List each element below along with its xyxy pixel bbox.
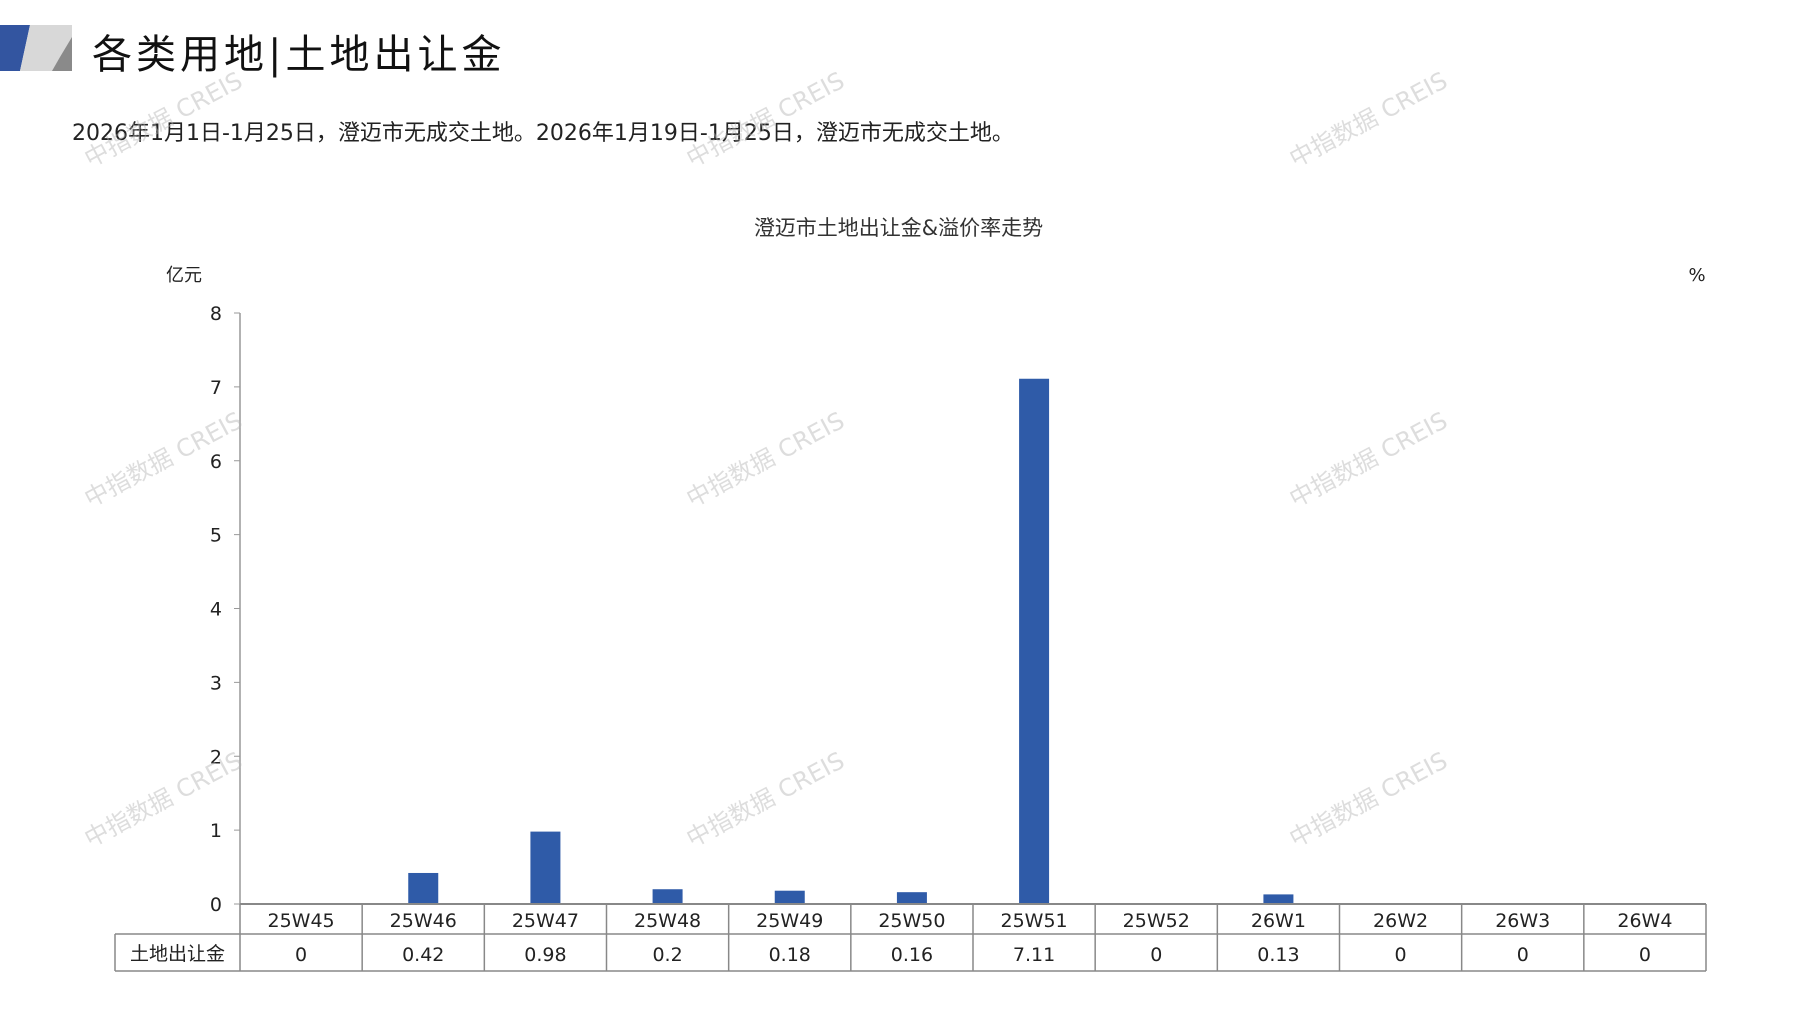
series-label: 土地出让金 [130,943,225,965]
bar [774,890,805,904]
y-tick-label: 6 [210,451,222,473]
y-tick-label: 1 [210,820,222,842]
data-label: 7.11 [1013,944,1055,966]
logo-decoration [0,25,72,71]
data-label: 0.2 [652,944,682,966]
bar [652,889,683,904]
data-label: 0 [1639,944,1651,966]
data-label: 0.18 [769,944,811,966]
x-tick-label: 25W50 [878,910,945,932]
y-tick-label: 2 [210,746,222,768]
y-tick-label: 5 [210,525,222,547]
y-axis-label: 亿元 [166,265,202,286]
chart-title: 澄迈市土地出让金&溢价率走势 [753,216,1044,240]
x-tick-label: 25W49 [756,910,823,932]
y2-axis-label: % [1688,265,1705,286]
page-title: 各类用地|土地出让金 [92,32,506,78]
bar [1019,378,1050,904]
data-label: 0 [1150,944,1162,966]
bar [896,892,927,904]
x-tick-label: 26W2 [1373,910,1428,932]
y-tick-label: 3 [210,672,222,694]
bar [408,872,439,904]
data-label: 0.13 [1257,944,1299,966]
data-label: 0.98 [524,944,566,966]
data-label: 0.42 [402,944,444,966]
y-tick-label: 4 [210,599,222,621]
data-label: 0.16 [891,944,933,966]
summary-text: 2026年1月1日-1月25日，澄迈市无成交土地。2026年1月19日-1月25… [72,121,1014,146]
data-label: 0 [1517,944,1529,966]
x-tick-label: 26W4 [1617,910,1672,932]
x-tick-label: 25W47 [512,910,579,932]
data-label: 0 [1395,944,1407,966]
x-tick-label: 26W1 [1251,910,1306,932]
x-tick-label: 25W46 [390,910,457,932]
x-tick-label: 25W51 [1001,910,1068,932]
x-tick-label: 25W45 [268,910,335,932]
y-tick-label: 0 [210,894,222,916]
bar [530,831,561,904]
bar [1263,894,1294,904]
x-tick-label: 26W3 [1495,910,1550,932]
y-tick-label: 8 [210,303,222,325]
y-tick-label: 7 [210,377,222,399]
x-tick-label: 25W52 [1123,910,1190,932]
data-label: 0 [295,944,307,966]
x-tick-label: 25W48 [634,910,701,932]
